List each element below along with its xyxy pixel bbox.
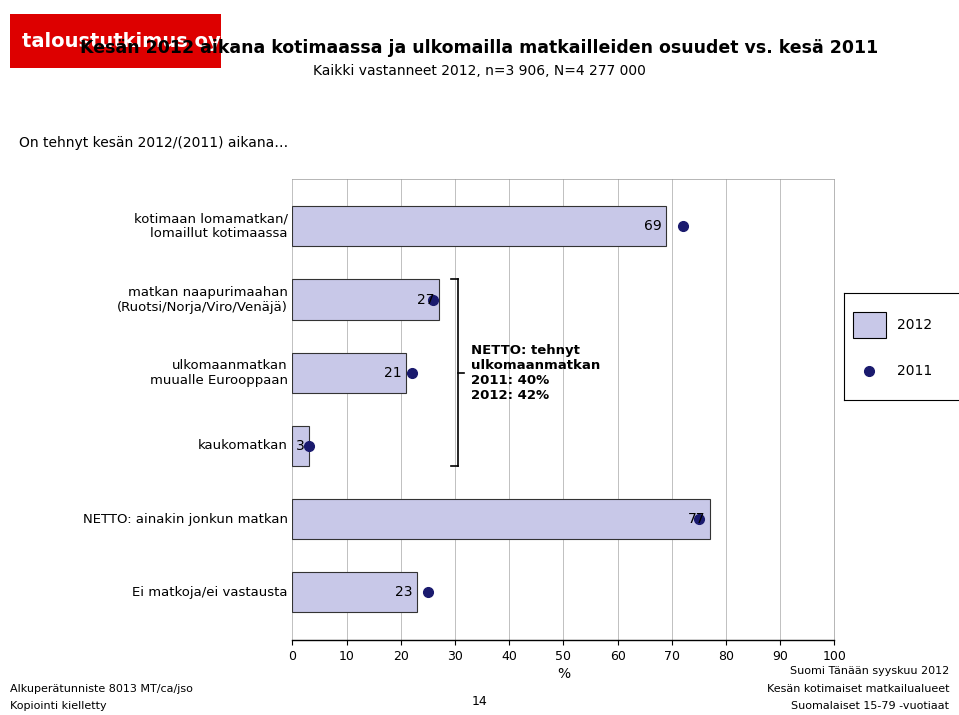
Text: matkan naapurimaahan
(Ruotsi/Norja/Viro/Venäjä): matkan naapurimaahan (Ruotsi/Norja/Viro/… (117, 285, 288, 314)
Text: 21: 21 (385, 366, 402, 380)
Text: Ei matkoja/ei vastausta: Ei matkoja/ei vastausta (132, 586, 288, 599)
Text: Kaikki vastanneet 2012, n=3 906, N=4 277 000: Kaikki vastanneet 2012, n=3 906, N=4 277… (313, 64, 646, 79)
Bar (292, 280, 439, 320)
Bar (292, 206, 667, 247)
Text: NETTO: tehnyt
ulkomaanmatkan
2011: 40%
2012: 42%: NETTO: tehnyt ulkomaanmatkan 2011: 40% 2… (471, 344, 600, 402)
Text: 2011: 2011 (898, 364, 933, 378)
Text: 23: 23 (395, 586, 412, 599)
Text: 3: 3 (295, 439, 304, 453)
Text: taloustutkimus oy: taloustutkimus oy (22, 31, 221, 51)
Text: Suomi Tänään syyskuu 2012: Suomi Tänään syyskuu 2012 (790, 666, 949, 676)
Text: kaukomatkan: kaukomatkan (198, 440, 288, 453)
Text: 2012: 2012 (898, 318, 932, 332)
Text: 27: 27 (417, 292, 434, 307)
Text: Kesän 2012 aikana kotimaassa ja ulkomailla matkailleiden osuudet vs. kesä 2011: Kesän 2012 aikana kotimaassa ja ulkomail… (81, 39, 878, 57)
Text: Alkuperätunniste 8013 MT/ca/jso: Alkuperätunniste 8013 MT/ca/jso (10, 684, 193, 694)
Text: 14: 14 (472, 695, 487, 708)
Text: kotimaan lomamatkan/
lomaillut kotimaassa: kotimaan lomamatkan/ lomaillut kotimaass… (133, 212, 288, 240)
Text: Kesän kotimaiset matkailualueet: Kesän kotimaiset matkailualueet (767, 684, 949, 694)
Text: 69: 69 (644, 220, 662, 233)
Text: ulkomaanmatkan
muualle Eurooppaan: ulkomaanmatkan muualle Eurooppaan (150, 359, 288, 387)
Bar (292, 426, 309, 466)
Text: 77: 77 (688, 512, 706, 526)
Bar (292, 572, 417, 613)
Text: NETTO: ainakin jonkun matkan: NETTO: ainakin jonkun matkan (82, 513, 288, 526)
Bar (853, 312, 885, 338)
Bar (292, 352, 407, 393)
X-axis label: %: % (557, 667, 570, 681)
Text: Kopiointi kielletty: Kopiointi kielletty (10, 701, 106, 711)
Bar (292, 499, 710, 539)
Text: Suomalaiset 15-79 -vuotiaat: Suomalaiset 15-79 -vuotiaat (791, 701, 949, 711)
Text: On tehnyt kesän 2012/(2011) aikana…: On tehnyt kesän 2012/(2011) aikana… (19, 136, 289, 150)
FancyBboxPatch shape (3, 13, 227, 69)
